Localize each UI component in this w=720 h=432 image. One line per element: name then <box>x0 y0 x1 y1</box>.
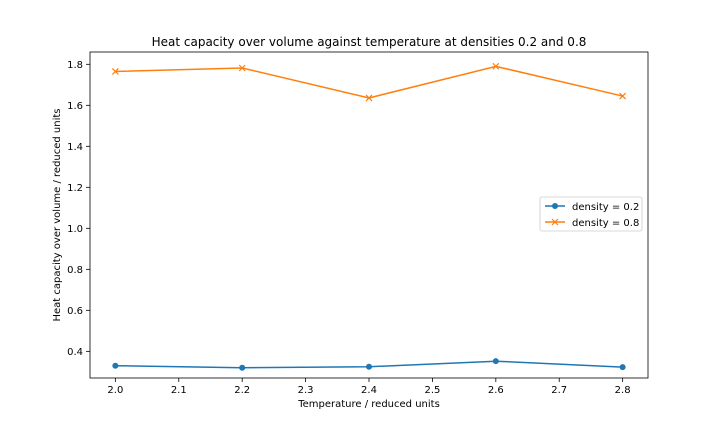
legend-marker-density-0-2 <box>552 203 558 209</box>
x-axis-label: Temperature / reduced units <box>297 399 440 410</box>
y-axis-label: Heat capacity over volume / reduced unit… <box>52 108 63 321</box>
legend-label-density-0-2: density = 0.2 <box>572 202 639 213</box>
data-point-density-0-8 <box>238 64 246 72</box>
x-tick-label: 2.2 <box>234 385 250 396</box>
x-tick-label: 2.3 <box>298 385 314 396</box>
data-point-density-0-2 <box>492 358 499 365</box>
x-tick-label: 2.5 <box>424 385 440 396</box>
data-point-density-0-2 <box>619 364 626 371</box>
y-tick-label: 0.8 <box>67 265 83 276</box>
legend-label-density-0-8: density = 0.8 <box>572 218 639 229</box>
data-point-density-0-2 <box>366 363 372 370</box>
data-point-density-0-8 <box>365 94 373 102</box>
y-tick-label: 0.6 <box>67 306 83 317</box>
y-tick-label: 1.0 <box>67 224 83 235</box>
legend-box <box>539 196 643 232</box>
chart-title: Heat capacity over volume against temper… <box>152 35 587 49</box>
legend: density = 0.2 density = 0.8 <box>539 196 643 232</box>
x-tick-label: 2.4 <box>361 385 377 396</box>
x-tick-label: 2.8 <box>615 385 631 396</box>
x-tick-label: 2.1 <box>171 385 187 396</box>
x-tick-label: 2.6 <box>488 385 504 396</box>
y-tick-label: 1.6 <box>67 101 83 112</box>
x-axis-ticks: 2.0 2.1 2.2 2.3 2.4 2.5 2.6 2.7 2.8 <box>107 378 631 396</box>
data-point-density-0-2 <box>112 362 119 369</box>
plot-frame <box>89 51 649 379</box>
data-point-density-0-8 <box>619 92 627 100</box>
legend-marker-density-0-8 <box>551 218 559 226</box>
data-point-density-0-8 <box>111 68 119 75</box>
data-point-density-0-8 <box>492 62 500 70</box>
data-point-density-0-2 <box>239 364 246 371</box>
y-tick-label: 1.8 <box>67 60 83 71</box>
y-tick-label: 1.4 <box>67 142 83 153</box>
x-tick-label: 2.0 <box>107 385 123 396</box>
series-lines <box>111 62 627 371</box>
x-tick-label: 2.7 <box>551 385 567 396</box>
y-axis-ticks: 0.4 0.6 0.8 1.0 1.2 1.4 1.6 1.8 <box>67 60 90 358</box>
y-tick-label: 0.4 <box>67 347 83 358</box>
y-tick-label: 1.2 <box>67 183 83 194</box>
